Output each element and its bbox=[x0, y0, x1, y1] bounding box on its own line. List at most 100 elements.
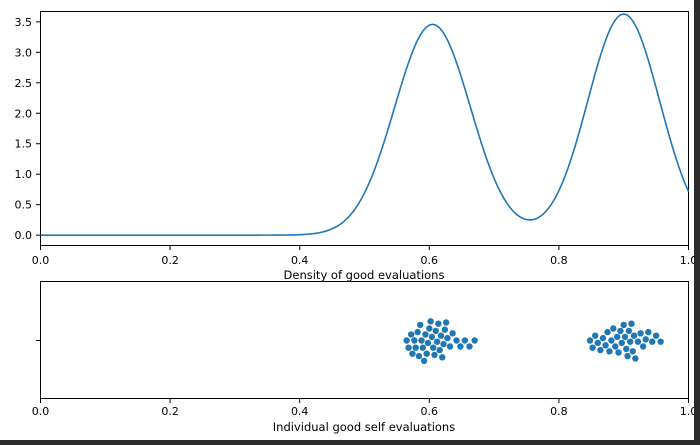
swarm-point bbox=[597, 346, 604, 354]
swarm-point bbox=[432, 327, 439, 335]
swarm-point bbox=[617, 327, 624, 335]
swarm-points bbox=[403, 318, 664, 365]
swarm-point bbox=[623, 345, 630, 353]
swarm-point bbox=[457, 343, 464, 350]
swarm-point bbox=[626, 338, 634, 345]
swarm-x-tick-label: 0.6 bbox=[421, 405, 439, 418]
density-y-ticks: 0.0 0.5 1.0 1.5 2.0 2.5 3.0 3.5 bbox=[15, 16, 41, 242]
swarm-point bbox=[645, 328, 652, 336]
swarm-point bbox=[442, 319, 450, 326]
swarm-point bbox=[594, 339, 601, 347]
swarm-point bbox=[436, 346, 443, 354]
swarm-point bbox=[422, 331, 429, 338]
swarm-point bbox=[630, 332, 638, 339]
density-y-tick-label: 1.5 bbox=[15, 138, 33, 151]
density-x-ticks: 0.0 0.2 0.4 0.6 0.8 1.0 bbox=[32, 245, 697, 267]
swarm-x-tick-label: 1.0 bbox=[680, 405, 694, 418]
swarm-point bbox=[414, 328, 421, 336]
swarm-x-tick-label: 0.8 bbox=[550, 405, 568, 418]
swarm-point bbox=[624, 352, 631, 360]
swarm-point bbox=[428, 333, 436, 341]
swarm-x-tick-label: 0.0 bbox=[32, 405, 50, 418]
density-x-tick-label: 1.0 bbox=[680, 254, 694, 267]
density-x-tick-label: 0.0 bbox=[32, 254, 50, 267]
swarm-point bbox=[444, 334, 451, 342]
swarm-point bbox=[409, 350, 416, 357]
swarm-point bbox=[412, 344, 419, 351]
swarm-point bbox=[441, 326, 449, 333]
swarm-point bbox=[649, 338, 656, 345]
swarm-point bbox=[431, 351, 438, 359]
swarm-point bbox=[620, 321, 627, 329]
swarm-point bbox=[599, 334, 607, 342]
density-y-tick-label: 2.5 bbox=[15, 77, 33, 90]
swarm-point bbox=[657, 338, 664, 345]
swarm-point bbox=[453, 337, 460, 344]
swarm-point bbox=[423, 350, 430, 357]
swarm-point bbox=[403, 337, 410, 344]
swarm-point bbox=[586, 337, 594, 344]
swarm-point bbox=[405, 344, 412, 351]
swarm-point bbox=[411, 337, 418, 344]
swarm-point bbox=[433, 338, 441, 345]
swarm-point bbox=[629, 348, 636, 355]
density-x-tick-label: 0.6 bbox=[421, 254, 439, 267]
swarm-point bbox=[612, 343, 619, 350]
swarm-point bbox=[637, 330, 644, 337]
swarm-point bbox=[449, 330, 456, 337]
density-x-tick-label: 0.4 bbox=[291, 254, 309, 267]
swarm-point bbox=[602, 342, 609, 349]
swarm-point bbox=[639, 343, 647, 350]
swarm-point bbox=[634, 338, 642, 345]
swarm-point bbox=[440, 340, 447, 348]
swarm-x-ticks: 0.0 0.2 0.4 0.6 0.8 1.0 bbox=[32, 398, 697, 418]
density-y-tick-label: 3.0 bbox=[15, 46, 33, 59]
swarm-point bbox=[652, 332, 660, 339]
swarm-point bbox=[446, 343, 454, 350]
swarm-point bbox=[628, 320, 635, 327]
swarm-point bbox=[625, 327, 633, 335]
swarm-point bbox=[466, 343, 473, 350]
swarm-point bbox=[439, 354, 446, 361]
swarm-point bbox=[427, 318, 434, 325]
swarm-point bbox=[417, 321, 424, 329]
swarm-point bbox=[424, 339, 432, 347]
swarm-point bbox=[471, 337, 478, 344]
swarm-point bbox=[420, 357, 428, 365]
density-y-tick-label: 0.5 bbox=[15, 199, 33, 212]
swarm-point bbox=[610, 325, 617, 332]
swarm-x-tick-label: 0.2 bbox=[161, 405, 179, 418]
swarm-point bbox=[461, 337, 469, 344]
density-y-tick-label: 2.0 bbox=[15, 107, 33, 120]
density-line bbox=[40, 13, 690, 236]
swarm-point bbox=[608, 337, 615, 344]
density-y-tick-label: 3.5 bbox=[15, 16, 33, 29]
swarm-x-tick-label: 0.4 bbox=[291, 405, 309, 418]
swarm-point bbox=[407, 331, 415, 338]
swarm-point bbox=[429, 344, 437, 351]
density-x-label: Density of good evaluations bbox=[284, 268, 445, 282]
swarm-x-label: Individual good self evaluations bbox=[273, 420, 455, 434]
swarm-point bbox=[591, 332, 599, 339]
swarm-point bbox=[437, 332, 445, 339]
density-x-tick-label: 0.2 bbox=[161, 254, 179, 267]
swarm-axes: 0.0 0.2 0.4 0.6 0.8 1.0 Individual good self … bbox=[32, 281, 697, 434]
swarm-point bbox=[435, 320, 442, 327]
density-y-tick-label: 0.0 bbox=[15, 229, 33, 242]
density-y-tick-label: 1.0 bbox=[15, 168, 33, 181]
swarm-point bbox=[642, 336, 649, 343]
swarm-point bbox=[418, 337, 425, 344]
swarm-point bbox=[419, 344, 427, 351]
swarm-point bbox=[621, 333, 629, 341]
density-x-tick-label: 0.8 bbox=[550, 254, 568, 267]
swarm-point bbox=[606, 348, 613, 355]
swarm-point bbox=[618, 339, 625, 347]
swarm-point bbox=[632, 355, 639, 362]
swarm-point bbox=[415, 352, 423, 360]
swarm-point bbox=[614, 333, 621, 341]
density-frame bbox=[40, 11, 689, 246]
swarm-point bbox=[589, 344, 596, 351]
